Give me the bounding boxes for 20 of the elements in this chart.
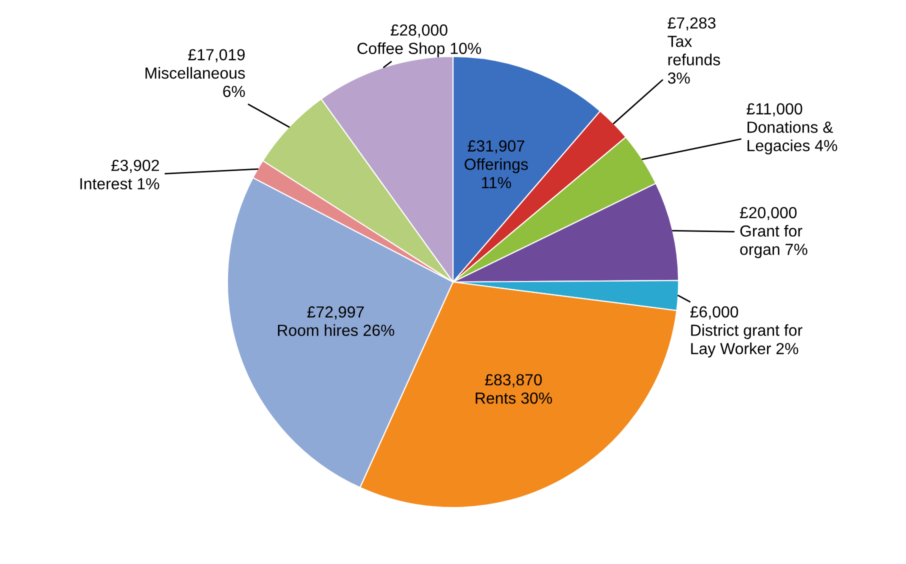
slice-label: Rents 30% bbox=[476, 392, 552, 404]
slice-label: District grant for Lay Worker 2% bbox=[691, 324, 802, 358]
slice-label: Donations & Legacies 4% bbox=[748, 121, 838, 154]
data-label: £6,000 bbox=[690, 306, 738, 320]
slice-label: Grant for organ 7% bbox=[740, 224, 808, 258]
data-label: £72,997 bbox=[307, 306, 364, 320]
slice-label: Coffee Shop 10% bbox=[358, 42, 482, 58]
data-label: £7,283 bbox=[668, 17, 716, 31]
slice-label: Room hires 26% bbox=[278, 324, 394, 336]
data-label: £28,000 bbox=[390, 24, 448, 38]
slice-label: Tax refunds 3% bbox=[668, 36, 720, 84]
slice-label: Miscellaneous 6% bbox=[146, 67, 245, 98]
data-label: £3,902 bbox=[111, 160, 159, 173]
data-label: £20,000 bbox=[740, 206, 797, 220]
data-label: £11,000 bbox=[746, 103, 802, 116]
data-label: £31,907 bbox=[468, 140, 524, 154]
data-label: £83,870 bbox=[485, 374, 542, 388]
data-label: £17,019 bbox=[188, 49, 245, 62]
slice-label: Interest 1% bbox=[80, 178, 160, 190]
slice-label: Offerings 11% bbox=[464, 158, 528, 188]
